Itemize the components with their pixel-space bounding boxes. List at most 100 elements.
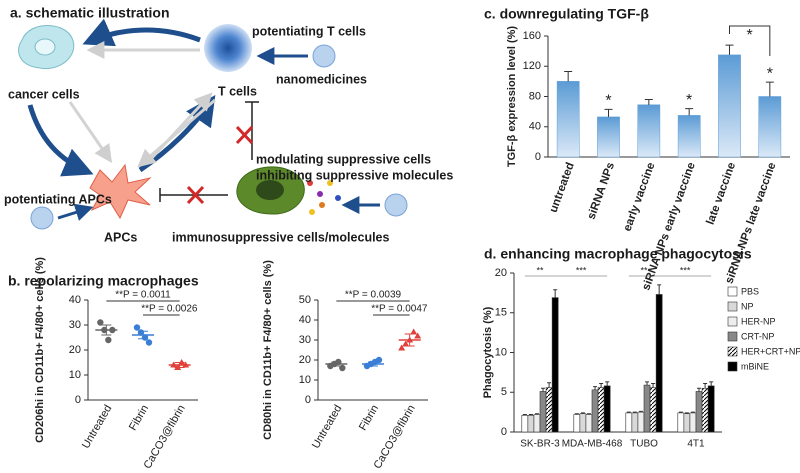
label: T cells — [218, 84, 257, 98]
nanomedicine-icon — [384, 193, 408, 217]
y-axis-label: CD206hi in CD11b+ F4/80+ cells (%) — [34, 257, 46, 443]
bar — [597, 387, 605, 433]
bracket — [729, 25, 771, 56]
apc-icon — [89, 163, 152, 220]
bar — [637, 411, 645, 433]
y-tick-label: 20 — [495, 267, 507, 279]
y-axis-label: TGF-β expression level (%) — [506, 26, 518, 168]
x-tick-label: Fibrin — [357, 403, 381, 433]
error-bar — [101, 324, 112, 336]
legend-swatch — [727, 346, 738, 357]
point — [402, 340, 410, 347]
error-bar — [651, 383, 656, 388]
bar — [585, 414, 593, 433]
point — [414, 332, 422, 339]
legend-swatch — [727, 331, 738, 342]
y-tick-label: 20 — [69, 344, 81, 356]
bar — [603, 385, 611, 433]
y-tick-label: 50 — [299, 294, 311, 306]
bracket-label: ** — [536, 265, 544, 275]
legend-label: HER-NP — [741, 316, 776, 326]
p-value: **P = 0.0039 — [345, 290, 402, 301]
bar — [591, 389, 599, 433]
bar — [527, 415, 535, 433]
error-bar — [534, 413, 539, 415]
point — [145, 339, 153, 346]
error-bar — [604, 108, 613, 117]
label: cancer cells — [8, 87, 80, 101]
y-tick-label: 160 — [523, 30, 541, 42]
arrows — [27, 18, 380, 221]
legend-label: NP — [741, 301, 754, 311]
y-tick-label: 30 — [69, 319, 81, 331]
x-tick-label: siRNA NPs — [585, 161, 617, 221]
y-tick-label: 0 — [305, 394, 311, 406]
error-bar — [404, 333, 415, 347]
bar — [655, 294, 663, 433]
point — [410, 328, 418, 335]
bar — [677, 412, 685, 433]
error-bar — [690, 411, 695, 413]
legend-swatch — [727, 286, 738, 297]
bar — [533, 414, 541, 433]
panel-title: d. enhancing macrophage phagocytosis — [484, 246, 752, 262]
bar — [631, 412, 639, 433]
x-tick-label: 4T1 — [687, 439, 705, 450]
error-bar — [725, 44, 734, 55]
error-bar — [541, 387, 546, 392]
label: potentiating T cells — [252, 24, 366, 38]
label: APCs — [104, 230, 137, 244]
y-tick-label: 40 — [299, 314, 311, 326]
p-value: **P = 0.0011 — [115, 290, 171, 301]
bar — [597, 116, 620, 158]
error-bar — [684, 412, 689, 414]
x-tick-label: Untreated — [80, 403, 115, 451]
x-tick-label: late vaccine — [705, 161, 739, 226]
y-tick-label: 10 — [69, 369, 81, 381]
error-bar — [605, 381, 610, 386]
y-axis-label: Phagocytosis (%) — [482, 306, 494, 398]
legend-label: CRT-NP — [741, 331, 774, 341]
error-bar — [644, 99, 653, 105]
error-bar — [586, 413, 591, 415]
bar — [707, 385, 715, 433]
bracket-label: * — [747, 27, 753, 44]
y-tick-label: 0 — [501, 426, 507, 438]
x-tick-label: SK-BR-3 — [520, 439, 560, 450]
error-bar — [765, 81, 774, 97]
x-tick-label: untreated — [548, 161, 577, 214]
panel-title: c. downregulating TGF-β — [484, 6, 649, 22]
error-bar — [645, 381, 650, 386]
bar — [683, 413, 691, 433]
error-bar — [547, 382, 552, 388]
error-bar — [331, 361, 342, 367]
panel-title: a. schematic illustration — [10, 5, 170, 21]
bar — [637, 104, 661, 158]
error-bar — [138, 330, 148, 340]
y-tick-label: 40 — [529, 121, 541, 133]
label: modulating suppressive cells — [256, 152, 431, 166]
bar — [758, 96, 782, 158]
point — [105, 336, 112, 344]
schematic: a. schematic illustration — [4, 5, 453, 245]
y-tick-label: 80 — [529, 90, 541, 102]
bar — [556, 81, 580, 158]
y-tick-label: 40 — [69, 294, 81, 306]
error-bar — [599, 383, 604, 388]
error-bar — [685, 108, 694, 116]
molecules — [307, 180, 341, 215]
bar — [649, 387, 657, 433]
error-bar — [709, 381, 714, 386]
t-cell-icon — [204, 24, 252, 72]
significance: * — [767, 65, 773, 82]
error-bar — [368, 361, 378, 367]
label: inhibiting suppressive molecules — [256, 168, 453, 182]
label: potentiating APCs — [4, 192, 112, 206]
significance: * — [686, 92, 692, 109]
bar — [689, 412, 697, 433]
bar — [573, 414, 581, 433]
bar — [539, 391, 547, 433]
error-bar — [574, 413, 579, 415]
nucleus — [256, 180, 284, 200]
